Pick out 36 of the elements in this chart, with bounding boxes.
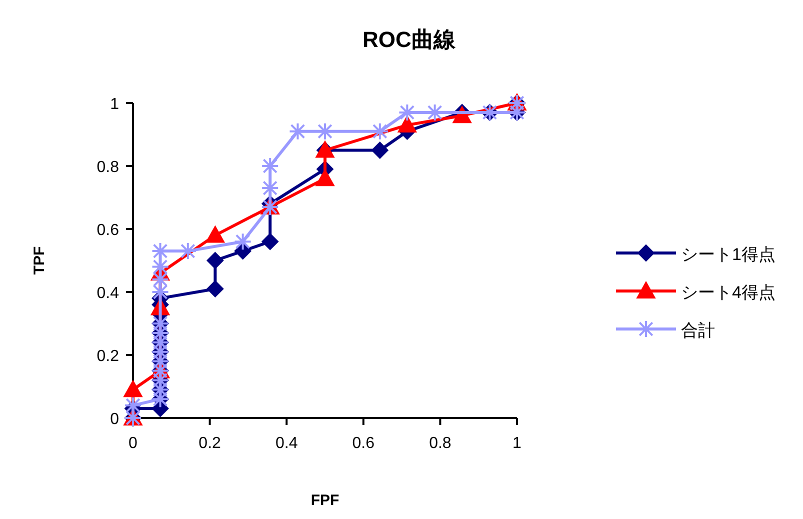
point (261, 157, 280, 175)
y-tick-label: 0.4 (96, 285, 120, 302)
x-tick-label: 0.8 (429, 435, 452, 452)
point (178, 242, 197, 260)
point (261, 179, 280, 198)
point (262, 233, 279, 250)
y-tick-label: 0.2 (96, 348, 120, 365)
point (151, 242, 170, 260)
x-tick-label: 0 (128, 435, 138, 452)
point (206, 226, 225, 243)
point (370, 122, 389, 140)
y-tick-label: 0.8 (96, 159, 120, 176)
point (288, 122, 307, 140)
point (206, 280, 224, 298)
x-tick-label: 0.2 (198, 435, 222, 452)
point (398, 103, 416, 122)
legend-label: シート4得点 (681, 283, 776, 302)
y-tick-label: 0.6 (96, 222, 120, 239)
x-tick-label: 0.6 (352, 435, 375, 452)
point (124, 380, 142, 398)
point (398, 116, 417, 133)
y-tick-label: 1 (110, 96, 120, 113)
point (234, 232, 252, 251)
point (316, 122, 334, 140)
point (371, 142, 388, 159)
y-axis-title: TPF (31, 246, 48, 275)
chart-title: ROC曲線 (362, 27, 456, 52)
point (316, 169, 334, 186)
legend-label: 合計 (681, 321, 715, 340)
x-tick-label: 1 (512, 435, 522, 452)
y-tick-label: 0 (110, 411, 120, 428)
point (206, 252, 224, 269)
legend-label: シート1得点 (681, 245, 776, 264)
point (426, 103, 444, 122)
x-axis-title: FPF (310, 492, 340, 509)
x-tick-label: 0.4 (275, 435, 298, 452)
